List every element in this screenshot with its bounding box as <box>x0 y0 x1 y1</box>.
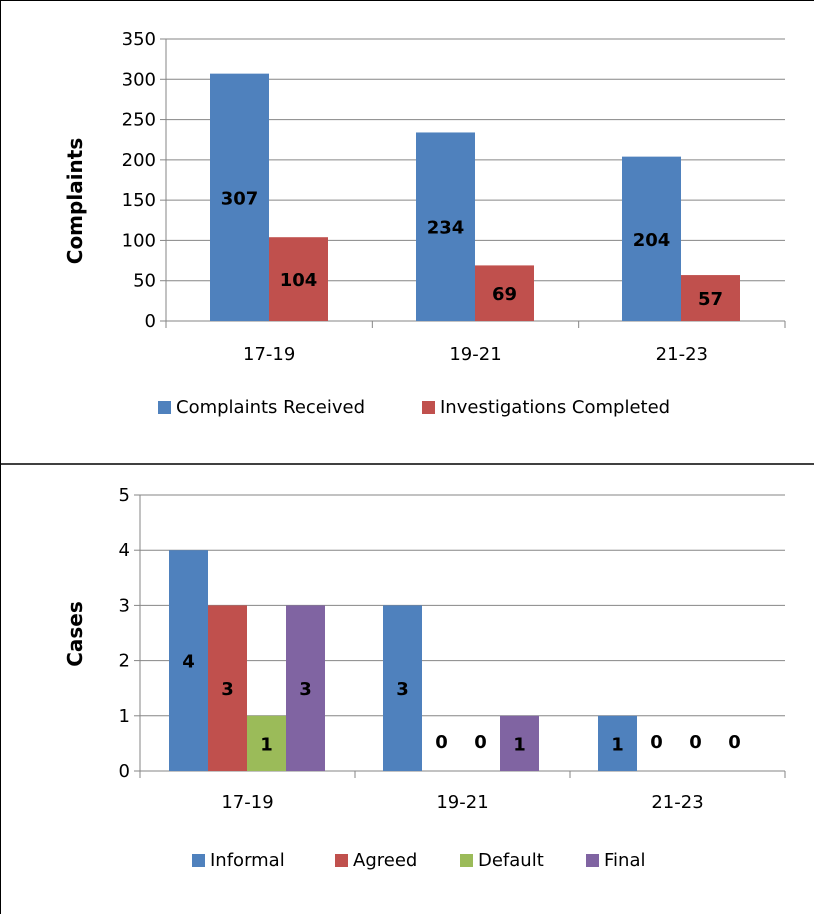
chart2-bar <box>208 605 247 771</box>
chart2-bar <box>169 550 208 771</box>
chart1-y-tick-label: 200 <box>122 150 156 171</box>
chart2-y-axis-title: Cases <box>63 601 87 667</box>
chart2-legend-swatch <box>586 854 599 867</box>
chart2-y-tick-label: 4 <box>119 540 130 561</box>
chart2-x-tick-label: 19-21 <box>436 792 488 813</box>
chart2-data-label: 0 <box>435 732 448 753</box>
chart2-legend-label: Informal <box>210 850 285 871</box>
chart1-y-tick-label: 350 <box>122 29 156 50</box>
chart1-y-tick-label: 100 <box>122 230 156 251</box>
chart2-legend-label: Agreed <box>353 850 417 871</box>
chart2-x-tick-label: 21-23 <box>651 792 703 813</box>
chart2-data-label: 0 <box>650 732 663 753</box>
chart2-data-label: 3 <box>396 679 409 700</box>
chart1-legend-label: Investigations Completed <box>440 397 670 418</box>
chart1-data-label: 69 <box>492 284 517 305</box>
chart2-legend-swatch <box>192 854 205 867</box>
chart1-data-label: 307 <box>221 188 259 209</box>
chart2-legend-swatch <box>335 854 348 867</box>
chart2-bar <box>286 605 325 771</box>
chart2-bar <box>247 715 286 771</box>
cases-chart: 0 1 2 3 4 5 17-19 19-21 21-23 4 3 1 3 0 0 1 0 0 3 1 0 Informa… <box>119 485 786 871</box>
chart2-y-tick-label: 0 <box>119 761 130 782</box>
chart1-bar <box>475 265 534 321</box>
chart2-legend-label: Default <box>478 850 544 871</box>
chart1-y-axis-title: Complaints <box>63 138 87 264</box>
complaints-chart: 0 50 100 150 200 250 300 350 17-19 19-21 21-23 307 2… <box>122 29 786 418</box>
chart2-x-tick-label: 17-19 <box>221 792 273 813</box>
chart1-y-tick-label: 0 <box>145 311 156 332</box>
chart1-x-tick-label: 17-19 <box>243 344 295 365</box>
chart2-y-tick-label: 1 <box>119 706 130 727</box>
chart2-data-label: 3 <box>221 679 234 700</box>
chart1-legend-label: Complaints Received <box>176 397 365 418</box>
chart1-bar <box>210 73 269 321</box>
chart2-data-label: 1 <box>513 734 526 755</box>
chart2-bar <box>500 715 539 771</box>
chart1-bar <box>416 132 475 321</box>
chart2-data-label: 1 <box>260 734 273 755</box>
chart1-bar <box>681 275 740 321</box>
chart2-y-tick-label: 2 <box>119 651 130 672</box>
chart2-legend-label: Final <box>604 850 645 871</box>
chart1-x-tick-label: 21-23 <box>656 344 708 365</box>
chart2-data-label: 0 <box>728 732 741 753</box>
chart1-y-tick-label: 250 <box>122 110 156 131</box>
chart1-y-tick-label: 50 <box>133 271 156 292</box>
chart2-data-label: 0 <box>689 732 702 753</box>
chart1-data-label: 104 <box>280 270 318 291</box>
chart2-bar <box>383 605 422 771</box>
chart2-y-tick-label: 5 <box>119 485 130 506</box>
chart1-y-tick-label: 150 <box>122 190 156 211</box>
chart2-data-label: 3 <box>299 679 312 700</box>
chart2-bar <box>598 715 637 771</box>
chart1-x-tick-label: 19-21 <box>449 344 501 365</box>
chart2-data-label: 4 <box>182 652 195 673</box>
chart2-data-label: 0 <box>474 732 487 753</box>
chart1-legend-swatch <box>422 401 435 414</box>
chart1-bar <box>622 156 681 321</box>
chart1-data-label: 204 <box>633 230 671 251</box>
chart2-legend-swatch <box>460 854 473 867</box>
chart2-y-tick-label: 3 <box>119 595 130 616</box>
chart1-data-label: 234 <box>427 218 465 239</box>
chart1-y-tick-label: 300 <box>122 69 156 90</box>
chart2-data-label: 1 <box>611 734 624 755</box>
chart1-legend-swatch <box>158 401 171 414</box>
chart1-data-label: 57 <box>698 289 723 310</box>
chart1-bar <box>269 237 328 321</box>
